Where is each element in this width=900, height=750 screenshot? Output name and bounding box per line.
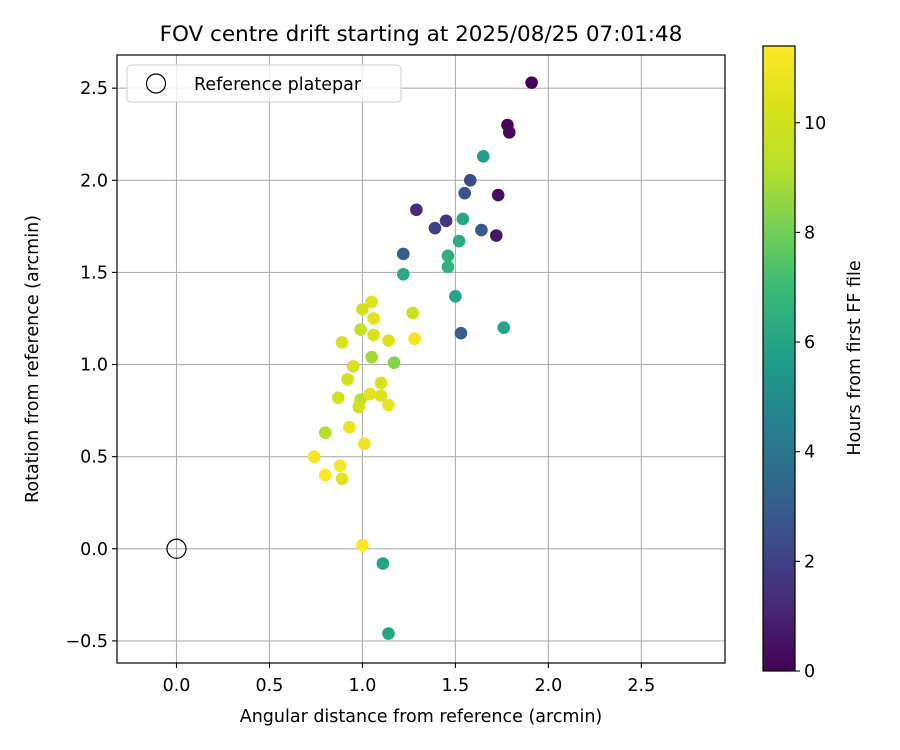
data-point <box>428 221 442 235</box>
data-point <box>449 290 462 303</box>
data-point <box>382 398 395 412</box>
data-point <box>490 229 503 242</box>
data-point <box>331 391 345 404</box>
legend-entry-label: Reference platepar <box>194 75 362 95</box>
data-point <box>441 249 455 263</box>
data-point <box>458 186 471 200</box>
data-point <box>374 389 388 403</box>
data-point <box>475 223 488 237</box>
colorbar: 0 2 4 6 8 10 Hours from first FF file <box>762 45 865 682</box>
x-axis-label: Angular distance from reference (arcmin) <box>240 707 603 727</box>
data-point <box>365 350 379 364</box>
data-point <box>454 326 468 340</box>
colorbar-tick-label: 4 <box>804 443 815 463</box>
data-point <box>525 76 538 89</box>
colorbar-tick-label: 2 <box>804 552 815 572</box>
data-point <box>497 321 511 334</box>
data-point <box>367 312 380 325</box>
y-axis-label: Rotation from reference (arcmin) <box>23 215 43 503</box>
colorbar-gradient <box>762 45 796 672</box>
y-tick-label: 0.5 <box>80 448 108 468</box>
data-point <box>333 459 347 473</box>
data-point <box>341 372 354 386</box>
chart-title: FOV centre drift starting at 2025/08/25 … <box>160 22 683 47</box>
data-point <box>363 387 377 401</box>
data-point <box>463 173 477 187</box>
data-point <box>376 557 390 570</box>
colorbar-tick-label: 8 <box>804 223 815 243</box>
data-point <box>397 267 410 281</box>
data-point <box>343 420 356 434</box>
data-point <box>367 328 380 342</box>
data-point <box>408 332 421 346</box>
data-point <box>357 437 371 451</box>
data-point <box>335 336 349 349</box>
x-tick-label: 0.5 <box>256 676 284 696</box>
x-tick-label: 0.0 <box>163 676 191 696</box>
data-point <box>397 247 410 261</box>
data-point <box>365 295 379 309</box>
y-tick-label: 2.5 <box>80 79 108 99</box>
y-tick-label: −0.5 <box>66 632 109 652</box>
data-point <box>374 376 388 390</box>
data-point <box>387 356 401 369</box>
colorbar-ticks: 0 2 4 6 8 10 <box>795 114 826 682</box>
data-point <box>406 306 419 320</box>
data-point <box>352 400 366 414</box>
legend: Reference platepar <box>126 64 402 103</box>
y-tick-label: 0.0 <box>80 540 108 560</box>
x-tick-label: 2.0 <box>534 676 562 696</box>
data-point <box>452 234 466 248</box>
reference-point-marker <box>166 538 187 559</box>
plot-area <box>116 54 726 664</box>
legend-box <box>126 64 402 103</box>
x-tick-label: 1.0 <box>349 676 377 696</box>
y-tick-label: 1.5 <box>80 263 108 283</box>
data-point <box>354 323 367 336</box>
legend-reference-marker <box>145 73 167 94</box>
data-point <box>382 334 395 347</box>
data-point <box>441 260 455 274</box>
data-point <box>503 126 516 139</box>
axis-ticks: 0.0 0.5 1.0 1.5 2.0 2.5 −0.5 0.0 0.5 1.0 1.5 2.0 2.5 <box>66 79 656 696</box>
x-tick-label: 1.5 <box>441 676 469 696</box>
data-point <box>439 214 453 228</box>
data-point <box>318 468 332 482</box>
y-tick-label: 1.0 <box>80 356 108 376</box>
grid <box>117 55 725 663</box>
colorbar-tick-label: 0 <box>804 662 815 682</box>
y-tick-label: 2.0 <box>80 171 108 191</box>
colorbar-tick-label: 10 <box>804 114 826 134</box>
data-point <box>356 302 369 316</box>
data-point <box>410 203 423 217</box>
data-point <box>356 538 369 552</box>
data-point <box>318 426 332 439</box>
data-point <box>346 360 360 373</box>
data-point <box>476 150 490 163</box>
x-tick-label: 2.5 <box>627 676 655 696</box>
data-point <box>335 472 349 486</box>
data-point <box>491 188 505 202</box>
data-point <box>456 212 470 226</box>
data-points <box>166 76 538 640</box>
colorbar-label: Hours from first FF file <box>845 260 865 455</box>
data-point <box>382 627 395 640</box>
data-point <box>307 450 321 463</box>
colorbar-tick-label: 6 <box>804 333 815 353</box>
